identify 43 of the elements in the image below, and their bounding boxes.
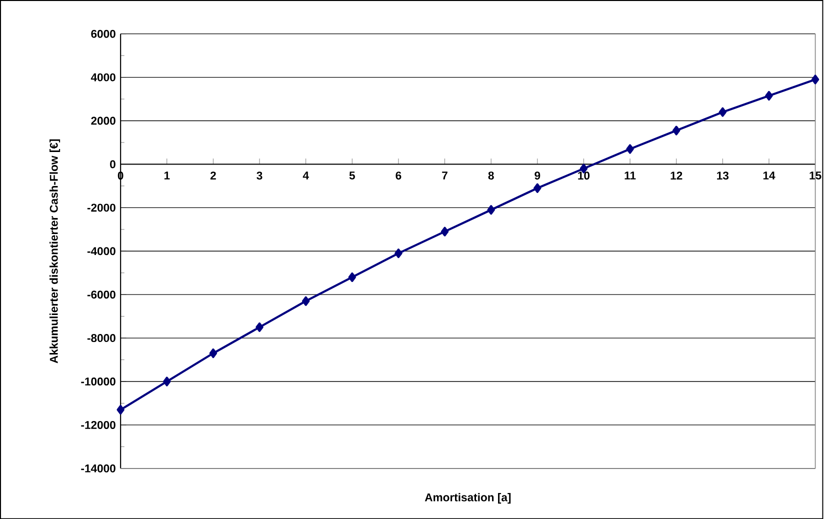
- x-tick-label: 8: [488, 171, 494, 180]
- y-tick-label: 6000: [91, 30, 116, 38]
- x-tick-label: 10: [578, 171, 590, 180]
- point: [348, 272, 356, 282]
- point: [394, 248, 402, 258]
- point: [440, 226, 449, 236]
- y-tick-label: 2000: [91, 116, 116, 125]
- point: [765, 90, 773, 100]
- x-tick-label: 7: [442, 171, 448, 180]
- y-tick-label: 0: [110, 160, 116, 168]
- y-tick-label: -14000: [81, 464, 116, 472]
- x-tick-label: 2: [210, 171, 216, 180]
- x-tick-label: 1: [164, 171, 170, 180]
- point: [626, 144, 634, 154]
- point: [256, 322, 264, 332]
- x-tick-label: 13: [717, 171, 729, 180]
- point: [163, 376, 171, 386]
- point: [718, 107, 727, 117]
- y-axis-title: Akkumulierter diskontierter Cash-Flow [€]: [50, 139, 60, 364]
- y-tick-label: -2000: [87, 204, 116, 212]
- x-tick-label: 5: [349, 171, 355, 180]
- x-tick-label: 9: [534, 171, 540, 180]
- point: [534, 183, 542, 193]
- x-tick-label: 15: [810, 171, 822, 180]
- x-tick-label: 4: [302, 171, 309, 180]
- x-tick-label: 3: [256, 171, 262, 180]
- y-tick-label: -12000: [81, 420, 116, 429]
- point: [116, 404, 124, 414]
- y-tick-label: -10000: [81, 377, 116, 386]
- point: [302, 296, 310, 306]
- x-tick-label: 14: [763, 171, 776, 180]
- point: [209, 348, 218, 358]
- point: [811, 74, 820, 84]
- y-tick-label: -4000: [87, 247, 116, 256]
- y-tick-label: -6000: [87, 290, 116, 298]
- x-tick-label: 12: [670, 171, 682, 180]
- x-axis-title: Amortisation [a]: [424, 492, 511, 504]
- x-tick-label: 6: [396, 171, 402, 180]
- point: [487, 204, 495, 215]
- x-tick-label: 11: [624, 171, 636, 180]
- y-tick-label: 4000: [90, 73, 116, 82]
- y-tick-label: -8000: [87, 334, 116, 342]
- point: [672, 126, 680, 136]
